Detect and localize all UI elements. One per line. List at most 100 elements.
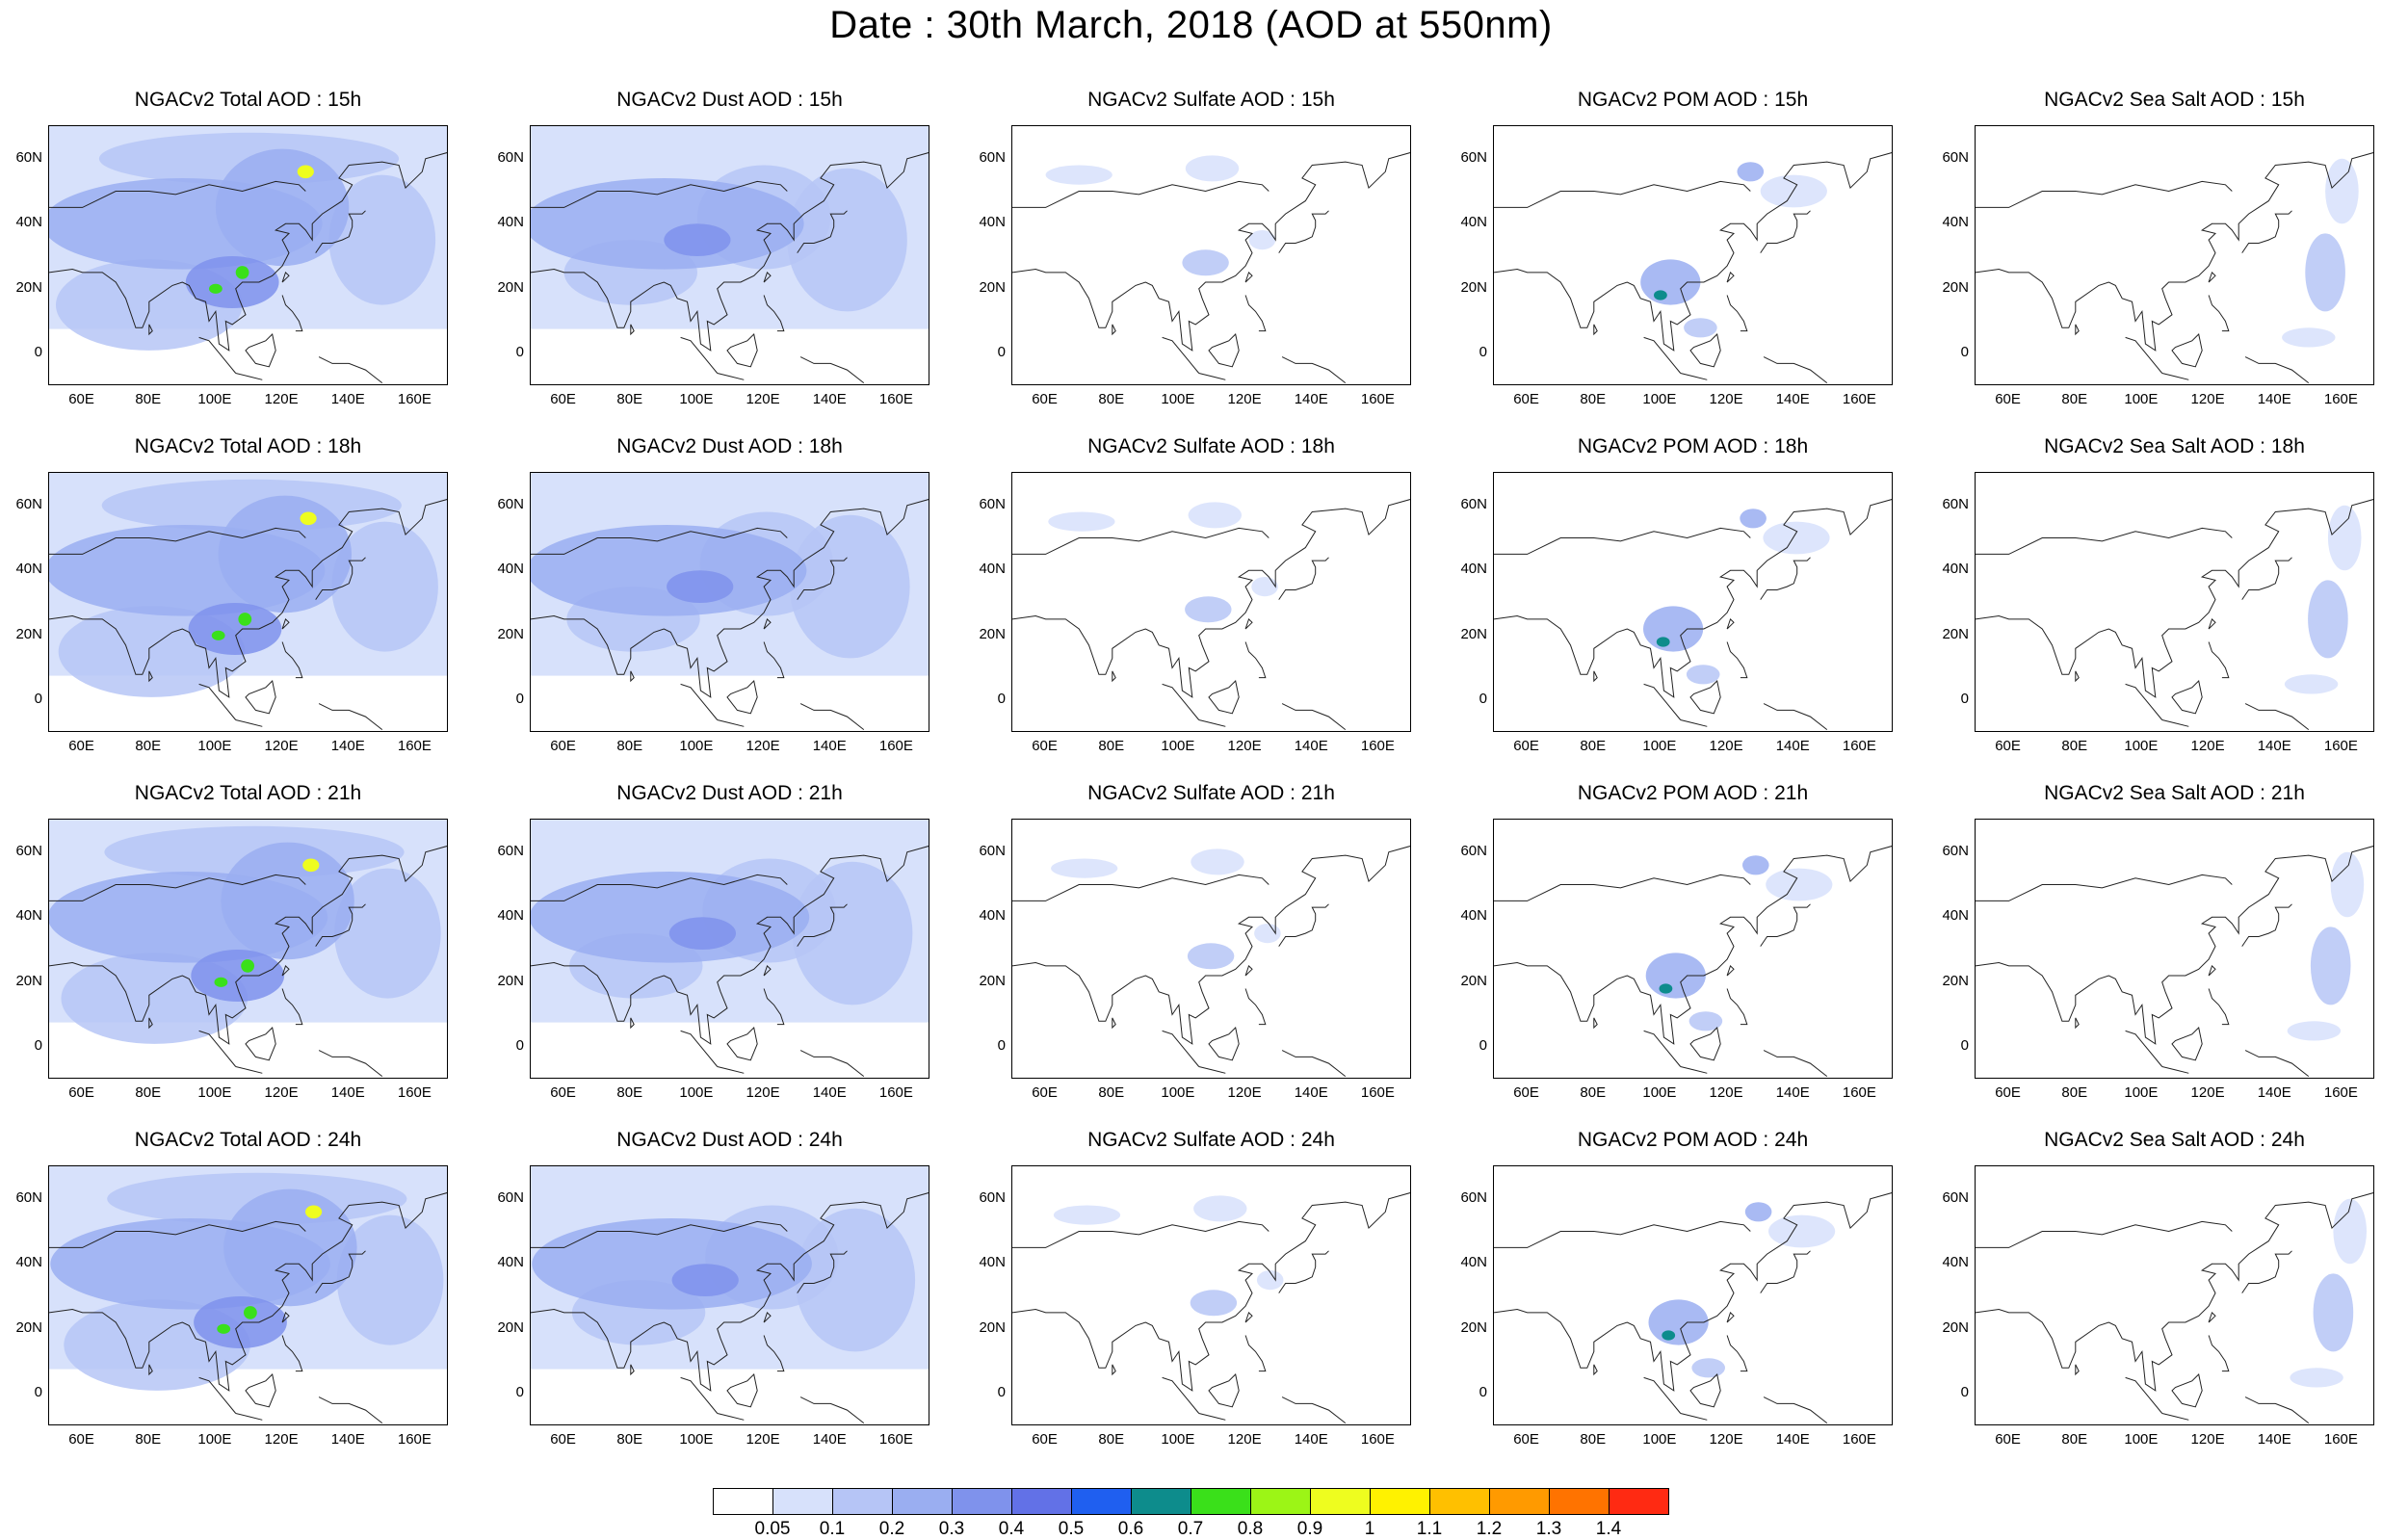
aod-plume — [2305, 233, 2345, 312]
aod-plume — [223, 1188, 357, 1307]
coastline — [49, 527, 306, 555]
lon-tick-label: 80E — [616, 1431, 643, 1448]
aod-plume — [1763, 521, 1830, 555]
aod-plume — [531, 178, 804, 270]
coastline — [1680, 373, 1708, 380]
lat-tick-label: 60N — [15, 495, 42, 512]
lon-tick-label: 160E — [878, 391, 913, 407]
coastline — [2075, 670, 2080, 683]
coastline — [1976, 874, 2233, 901]
coastline — [245, 679, 276, 715]
aod-plume — [790, 514, 910, 659]
coastline — [1760, 903, 1811, 947]
coastline — [2171, 679, 2203, 715]
lon-tick-label: 160E — [2323, 1084, 2358, 1101]
coastline — [1012, 152, 1410, 352]
coastline — [1208, 679, 1240, 715]
coastline — [1763, 1050, 1828, 1077]
aod-plume — [664, 223, 731, 256]
aod-field — [1494, 152, 1892, 383]
colorbar-swatch — [772, 1488, 833, 1515]
coastline — [49, 499, 447, 698]
aod-plume — [331, 521, 438, 652]
panel-title: NGACv2 Total AOD : 15h — [134, 89, 362, 111]
coastline — [1689, 1026, 1721, 1061]
coastline — [1726, 1335, 1748, 1372]
lat-tick-label: 40N — [15, 1254, 42, 1271]
coastline — [2125, 1030, 2163, 1067]
lon-tick-label: 160E — [1842, 391, 1876, 407]
coastline — [1494, 180, 1751, 208]
lon-tick-label: 60E — [1995, 1431, 2021, 1448]
coastline — [1643, 336, 1682, 374]
lon-tick-label: 60E — [1513, 1084, 1539, 1101]
map-sulfate-21h — [1011, 819, 1411, 1079]
lon-tick-label: 160E — [1842, 1431, 1876, 1448]
coastline — [1208, 332, 1240, 368]
colorbar-swatch — [892, 1488, 953, 1515]
coastline — [1593, 1364, 1598, 1376]
coastline — [1162, 336, 1200, 374]
lat-tick-label: 60N — [1460, 842, 1487, 859]
coastline — [148, 670, 153, 683]
lat-tick-label: 0 — [34, 1037, 42, 1055]
coastline — [2241, 210, 2292, 253]
panel-title: NGACv2 Sea Salt AOD : 18h — [2044, 435, 2305, 457]
coastline — [2208, 617, 2216, 630]
lat-tick-label: 20N — [497, 972, 524, 989]
coastline — [1244, 1335, 1267, 1372]
coastline — [630, 324, 635, 336]
aod-field — [1012, 499, 1410, 730]
aod-plume — [1256, 1270, 1284, 1291]
coastline — [1244, 271, 1253, 283]
colorbar-swatch — [1429, 1488, 1490, 1515]
coastline — [531, 180, 788, 208]
coastline — [281, 641, 303, 679]
panel-title: NGACv2 Sulfate AOD : 15h — [1087, 89, 1335, 111]
lon-tick-label: 60E — [1032, 1084, 1058, 1101]
lon-tick-label: 60E — [550, 738, 576, 754]
coastline — [1680, 1066, 1708, 1074]
lat-tick-label: 20N — [979, 972, 1006, 989]
aod-plume — [2308, 580, 2348, 659]
coastline — [1112, 670, 1116, 683]
coastline — [763, 271, 772, 283]
coastline — [1494, 846, 1892, 1045]
lat-tick-label: 40N — [1942, 1254, 1969, 1271]
lat-tick-label: 40N — [497, 1254, 524, 1271]
lon-tick-label: 100E — [197, 1431, 232, 1448]
lat-tick-label: 60N — [15, 842, 42, 859]
lat-tick-label: 20N — [497, 278, 524, 296]
coastline — [281, 964, 290, 977]
map-seasalt-18h — [1975, 472, 2374, 732]
lat-tick-label: 60N — [497, 842, 524, 859]
aod-plume — [1740, 509, 1767, 529]
aod-plume — [241, 959, 254, 973]
lat-tick-label: 40N — [1460, 907, 1487, 925]
lon-tick-label: 120E — [1227, 738, 1262, 754]
coastline — [1593, 670, 1598, 683]
coastline — [1726, 1311, 1735, 1323]
aod-field — [1976, 846, 2373, 1077]
lon-tick-label: 100E — [1642, 738, 1677, 754]
lon-tick-label: 80E — [616, 1084, 643, 1101]
aod-field — [1494, 1192, 1892, 1423]
aod-plume — [2310, 927, 2351, 1005]
aod-plume — [1190, 1290, 1238, 1317]
lon-tick-label: 100E — [1161, 738, 1195, 754]
colorbar-label: 0.4 — [998, 1519, 1025, 1539]
lat-tick-label: 60N — [1942, 842, 1969, 859]
coastline — [1281, 703, 1347, 730]
coastline — [1278, 903, 1329, 947]
map-dust-15h — [530, 125, 929, 385]
lat-tick-label: 40N — [497, 561, 524, 578]
map-sulfate-24h — [1011, 1165, 1411, 1425]
aod-field — [1494, 846, 1892, 1077]
aod-plume — [795, 1208, 916, 1352]
lat-tick-label: 60N — [15, 148, 42, 166]
aod-plume — [305, 1205, 323, 1219]
aod-field — [1976, 499, 2373, 730]
lat-tick-label: 40N — [497, 214, 524, 231]
lon-tick-label: 100E — [1642, 1431, 1677, 1448]
aod-field — [49, 126, 447, 383]
